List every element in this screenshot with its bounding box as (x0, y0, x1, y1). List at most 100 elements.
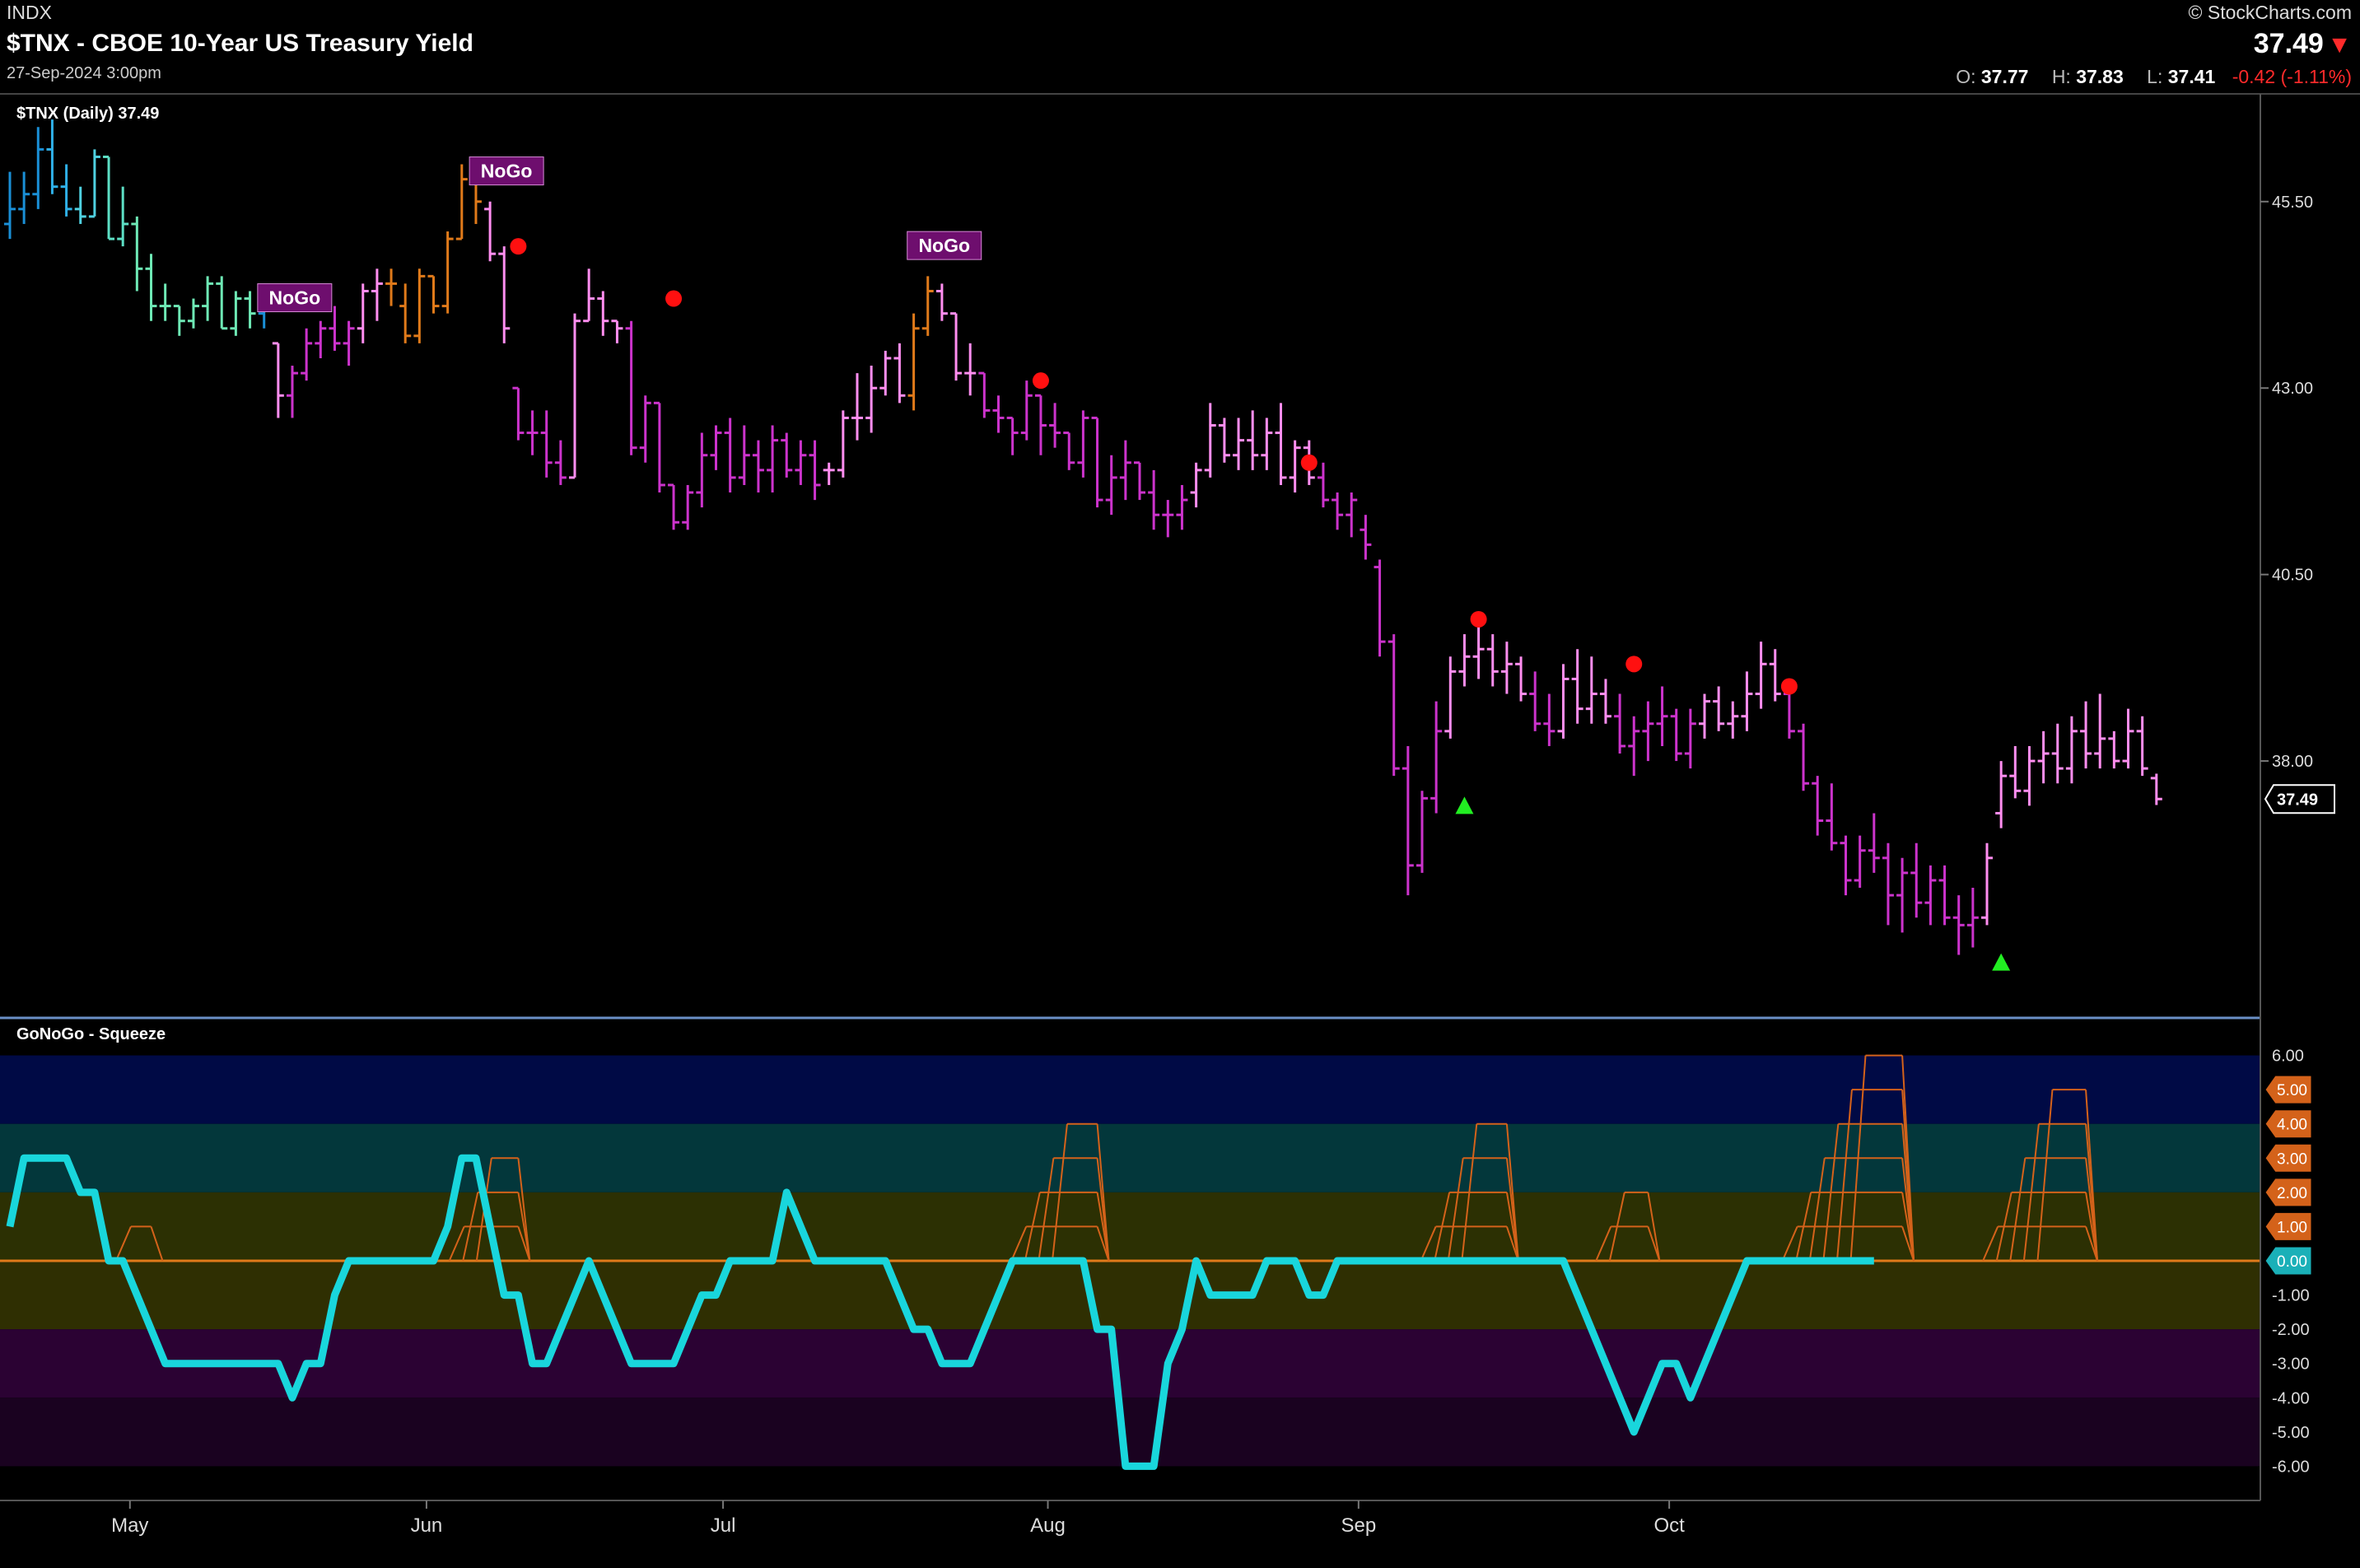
ohlc-bar (625, 320, 637, 455)
ohlc-bar (1952, 895, 1965, 955)
ohlc-bar (1571, 649, 1583, 724)
ohlc-bar (117, 186, 129, 247)
ohlc-bar (455, 164, 468, 240)
ohlc-bar (46, 119, 58, 194)
last-price-row: 37.49 ▼ (2254, 28, 2352, 60)
nogo-label: NoGo (918, 235, 970, 256)
month-label: Oct (1653, 1514, 1685, 1537)
ohlc-bar (1289, 440, 1301, 493)
down-arrow-icon: ▼ (2327, 31, 2352, 58)
red-dot-marker (665, 290, 683, 307)
ohlc-bar (1798, 723, 1810, 791)
ohlc-bar (103, 155, 115, 240)
brand-link[interactable]: © StockCharts.com (2188, 2, 2352, 23)
osc-value-tag-label: 3.00 (2277, 1150, 2307, 1168)
high-label: H: (2051, 66, 2071, 87)
ohlc-bar (879, 350, 892, 396)
price-ytick-label: 38.00 (2272, 753, 2313, 771)
ohlc-bar (512, 386, 525, 441)
ohlc-bar (2136, 716, 2148, 777)
ohlc-bar (1034, 394, 1047, 455)
ohlc-bar (371, 268, 383, 321)
osc-value-tag-label: 0.00 (2277, 1253, 2307, 1271)
ohlc-bar (202, 276, 214, 321)
ohlc-bar (1995, 761, 2008, 828)
ohlc-bar (1529, 671, 1541, 731)
ohlc-bar (2051, 723, 2064, 784)
ohlc-bar (1402, 745, 1414, 896)
ohlc-bar (1882, 842, 1894, 926)
low-label: L: (2147, 66, 2163, 87)
ohlc-bar (131, 216, 143, 292)
ohlc-bar (385, 268, 398, 306)
osc-band (0, 1398, 2260, 1467)
ohlc-row: O: 37.77 H: 37.83 L: 37.41 -0.42 (-1.11%… (1956, 66, 2352, 88)
ohlc-bar (526, 410, 539, 455)
ohlc-bar (1515, 656, 1527, 702)
ohlc-bar (992, 395, 1005, 433)
ohlc-bar (1006, 416, 1019, 455)
ohlc-bar (1458, 634, 1471, 687)
ohlc-bar (1924, 865, 1937, 926)
nogo-label-box (257, 283, 333, 313)
osc-ytick-label: 6.00 (2272, 1048, 2304, 1066)
ohlc-bar (611, 320, 623, 343)
ohlc-bar (583, 268, 595, 323)
ohlc-bar (837, 410, 849, 478)
osc-value-tag (2264, 1075, 2312, 1104)
ohlc-bar (1642, 701, 1654, 762)
ohlc-bar (668, 483, 680, 530)
ohlc-bar (32, 127, 44, 209)
osc-band (0, 1192, 2260, 1261)
ohlc-bar (145, 254, 157, 321)
ohlc-bar (357, 283, 369, 343)
ohlc-bar (893, 343, 906, 404)
osc-value-tag (2264, 1143, 2312, 1173)
high-value: 37.83 (2076, 66, 2124, 87)
month-label: Aug (1030, 1514, 1066, 1537)
ohlc-bar (1063, 432, 1075, 470)
ohlc-bar (74, 186, 86, 224)
ohlc-bar (159, 283, 171, 321)
ohlc-bar (1176, 484, 1188, 530)
ohlc-bar (978, 371, 991, 418)
ohlc-bar (1670, 708, 1682, 762)
ohlc-bar (1444, 656, 1457, 739)
ohlc-bar (244, 291, 256, 329)
ohlc-bar (921, 276, 934, 336)
squeeze-ladder (448, 1157, 531, 1262)
ohlc-bar (1599, 679, 1611, 724)
last-price: 37.49 (2253, 28, 2324, 59)
ohlc-bar (1868, 813, 1880, 873)
squeeze-ladder (1982, 1089, 2099, 1262)
low-value: 37.41 (2167, 66, 2216, 87)
ohlc-bar (865, 366, 878, 433)
ohlc-bar (653, 401, 665, 493)
ohlc-bar (1416, 791, 1428, 873)
ohlc-bar (187, 298, 199, 329)
squeeze-ladder (1781, 1054, 1915, 1262)
ohlc-bar (4, 171, 16, 240)
month-label: Jul (711, 1514, 736, 1537)
ohlc-bar (950, 312, 963, 381)
last-price-tag-label: 37.49 (2277, 791, 2318, 809)
osc-band (0, 1329, 2260, 1398)
ohlc-bar (639, 395, 651, 463)
ohlc-bar (752, 440, 764, 493)
ohlc-bar (1077, 410, 1089, 478)
ohlc-bar (2037, 730, 2050, 784)
ohlc-bar (272, 342, 284, 418)
ohlc-bar (60, 164, 72, 217)
ohlc-bar (2080, 701, 2092, 769)
ohlc-bar (1938, 865, 1951, 926)
ohlc-bar (1162, 500, 1174, 538)
ohlc-bar (1910, 842, 1923, 918)
red-dot-marker (1032, 372, 1049, 390)
osc-band (0, 1055, 2260, 1124)
ohlc-bar (1727, 701, 1739, 739)
ohlc-bar (1684, 708, 1696, 769)
ohlc-bar (1105, 455, 1117, 516)
ohlc-bar (1020, 380, 1033, 441)
chart-header: INDX $TNX - CBOE 10-Year US Treasury Yie… (0, 0, 2360, 92)
osc-ytick-label: -5.00 (2272, 1424, 2310, 1442)
